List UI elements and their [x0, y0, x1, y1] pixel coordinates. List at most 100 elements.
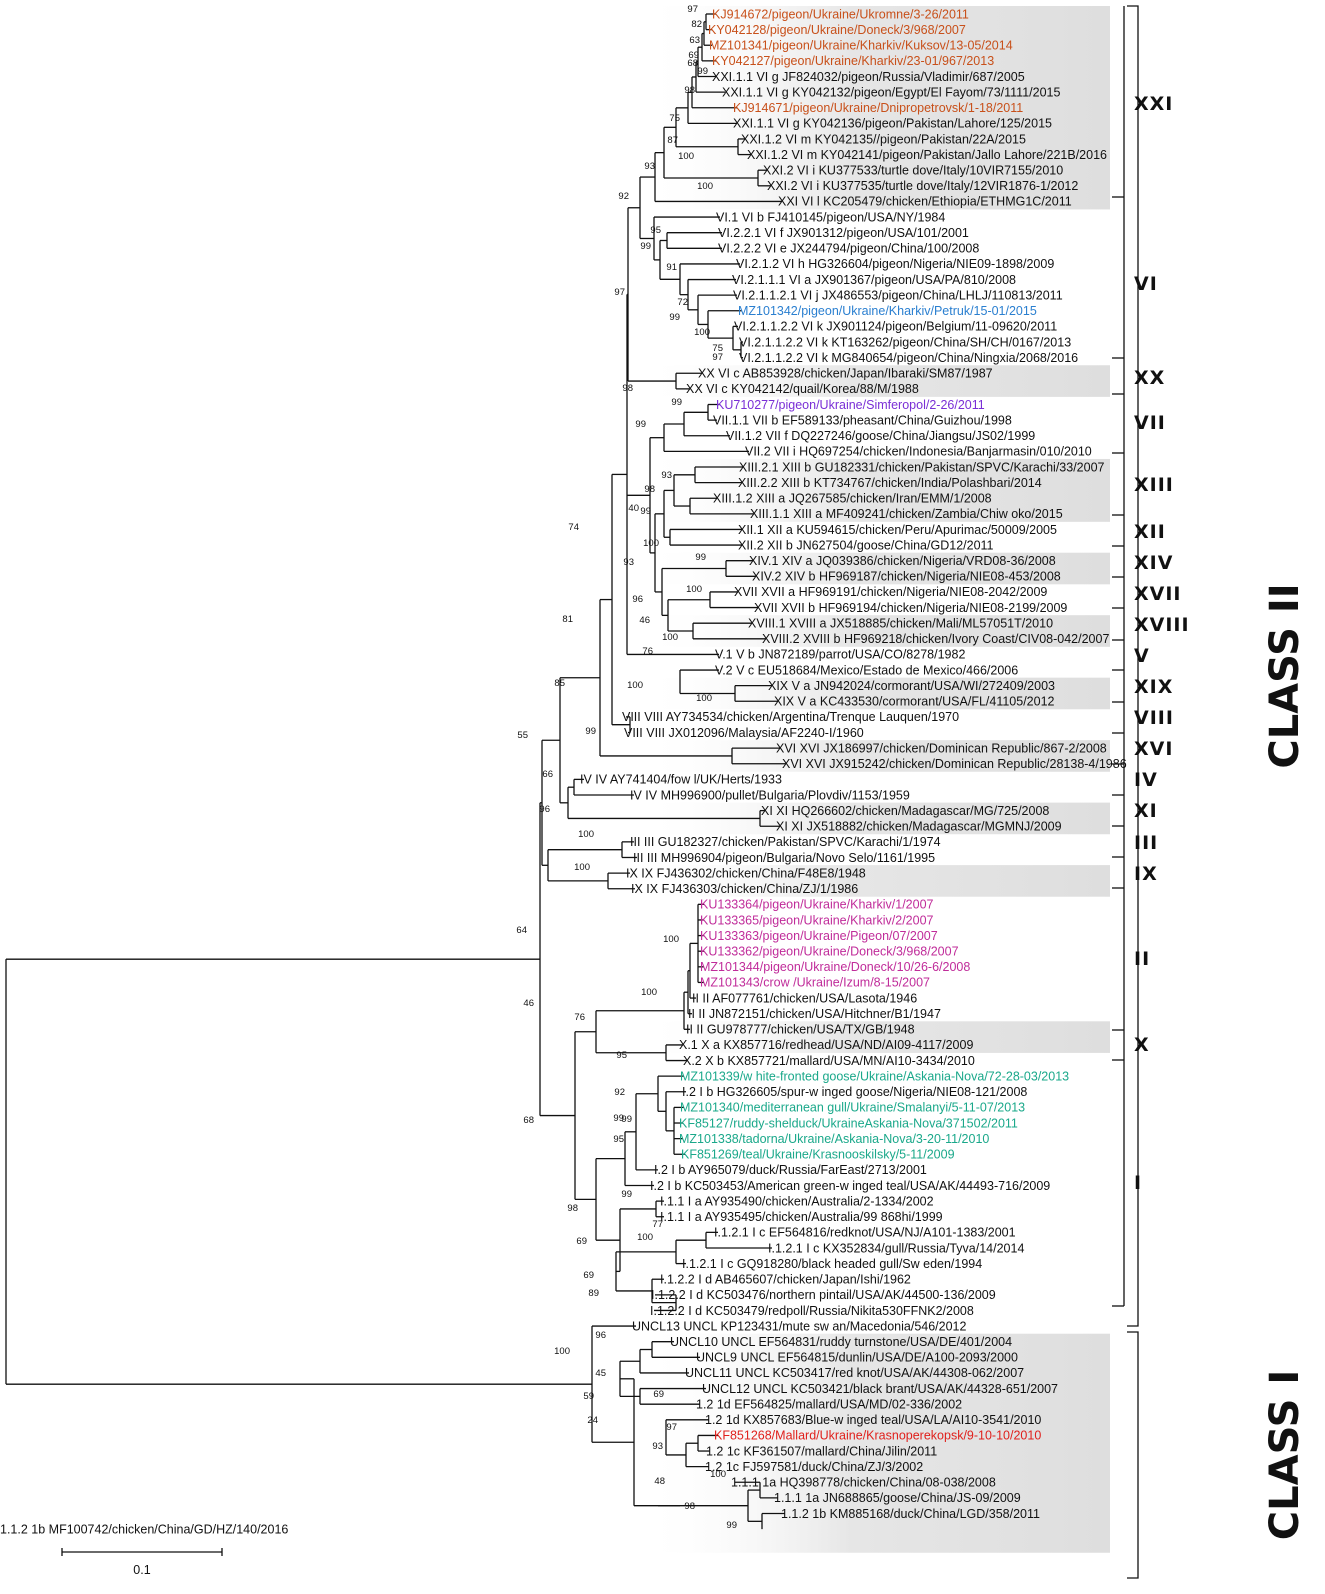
genotype-label: XIV — [1134, 552, 1173, 574]
genotype-label: IV — [1134, 769, 1158, 791]
bootstrap-label: 24 — [587, 1415, 598, 1426]
genotype-label: XIII — [1134, 474, 1174, 496]
leaf-label: XVII XVII b HF969194/chicken/Nigeria/NIE… — [754, 601, 1067, 615]
bootstrap-label: 45 — [595, 1368, 606, 1379]
leaf-label: XXI.1.1 VI g KY042136/pigeon/Pakistan/La… — [733, 117, 1052, 131]
bootstrap-label: 96 — [539, 804, 550, 815]
leaf-label: XIII.2.1 XIII b GU182331/chicken/Pakista… — [739, 460, 1105, 474]
leaf-label: I.1.1 I a AY935495/chicken/Australia/99 … — [660, 1210, 943, 1224]
genotype-label: XIX — [1134, 676, 1173, 698]
leaf-label: 1.1.2 1b MF100742/chicken/China/GD/HZ/14… — [0, 1522, 288, 1536]
leaf-label: I.1.2.1 I c KX352834/gull/Russia/Tyva/14… — [768, 1241, 1024, 1255]
leaf-label: VII.1.2 VII f DQ227246/goose/China/Jiang… — [726, 429, 1035, 443]
genotype-label: IX — [1134, 863, 1158, 885]
class-ii-label: CLASS II — [1262, 583, 1308, 768]
bootstrap-label: 85 — [554, 678, 565, 689]
class-ii-bracket — [1127, 5, 1139, 1327]
bootstrap-label: 100 — [641, 987, 657, 998]
leaf-label: VI.2.1.1.1 VI a JX901367/pigeon/USA/PA/8… — [732, 273, 1016, 287]
bootstrap-label: 99 — [621, 1114, 632, 1125]
genotype-label: II — [1134, 948, 1150, 970]
leaf-label: UNCL9 UNCL EF564815/dunlin/USA/DE/A100-2… — [696, 1351, 1018, 1365]
bootstrap-label: 91 — [666, 262, 677, 273]
leaf-label: MZ101344/pigeon/Ukraine/Doneck/10/26-6/2… — [700, 960, 970, 974]
leaf-label: XXI.2 VI i KU377535/turtle dove/Italy/12… — [767, 179, 1078, 193]
bootstrap-label: 100 — [578, 829, 594, 840]
leaf-label: XIII.2.2 XIII b KT734767/chicken/India/P… — [738, 476, 1042, 490]
leaf-label: XVIII.2 XVIII b HF969218/chicken/Ivory C… — [762, 632, 1109, 646]
leaf-label: KF851269/teal/Ukraine/Krasnooskilsky/5-1… — [681, 1148, 955, 1162]
bootstrap-label: 69 — [583, 1270, 594, 1281]
leaf-label: I.1.1 I a AY935490/chicken/Australia/2-1… — [660, 1194, 934, 1208]
leaf-label: KY042127/pigeon/Ukraine/Kharkiv/23-01/96… — [712, 54, 994, 68]
leaf-label: 1.2 1d EF564825/mallard/USA/MD/02-336/20… — [696, 1397, 962, 1411]
leaf-label: KU133365/pigeon/Ukraine/Kharkiv/2/2007 — [700, 913, 934, 927]
bootstrap-label: 99 — [640, 506, 651, 517]
bootstrap-label: 87 — [667, 135, 678, 146]
bootstrap-label: 97 — [712, 352, 723, 363]
leaf-label: VI.1 VI b FJ410145/pigeon/USA/NY/1984 — [716, 210, 945, 224]
leaf-label: XI XI JX518882/chicken/Madagascar/MGMNJ/… — [776, 820, 1062, 834]
genotype-shade — [640, 458, 1110, 522]
leaf-label: 1.2 1c KF361507/mallard/China/Jilin/2011 — [706, 1444, 937, 1458]
leaf-label: XII.2 XII b JN627504/goose/China/GD12/20… — [738, 538, 994, 552]
bootstrap-label: 99 — [671, 397, 682, 408]
bootstrap-label: 93 — [661, 470, 672, 481]
bootstrap-label: 93 — [623, 557, 634, 568]
bootstrap-label: 77 — [652, 1219, 663, 1230]
bootstrap-label: 99 — [695, 552, 706, 563]
bootstrap-label: 92 — [618, 191, 629, 202]
genotype-shade — [640, 615, 1110, 647]
bootstrap-label: 68 — [523, 1115, 534, 1126]
leaf-label: KJ914672/pigeon/Ukraine/Ukromne/3-26/201… — [712, 7, 969, 21]
leaf-label: KF851268/Mallard/Ukraine/Krasnoperekopsk… — [714, 1429, 1041, 1443]
genotype-label: VII — [1134, 412, 1166, 434]
bootstrap-label: 40 — [628, 503, 639, 514]
leaf-label: UNCL12 UNCL KC503421/black brant/USA/AK/… — [702, 1382, 1058, 1396]
leaf-label: XX VI c AB853928/chicken/Japan/Ibaraki/S… — [698, 367, 993, 381]
leaf-label: XXI.1.2 VI m KY042135//pigeon/Pakistan/2… — [741, 132, 1026, 146]
bootstrap-label: 100 — [627, 680, 643, 691]
leaf-label: XXI.1.1 VI g JF824032/pigeon/Russia/Vlad… — [712, 70, 1025, 84]
class-i-label: CLASS I — [1262, 1370, 1308, 1540]
bootstrap-label: 64 — [516, 925, 527, 936]
leaf-label: I.1.2.2 I d KC503476/northern pintail/US… — [651, 1288, 996, 1302]
genotype-label: XVIII — [1134, 614, 1190, 636]
bootstrap-label: 74 — [568, 522, 579, 533]
leaf-label: I.1.2.1 I c EF564816/redknot/USA/NJ/A101… — [714, 1226, 1016, 1240]
bootstrap-label: 59 — [583, 1391, 594, 1402]
leaf-label: XIII.1.2 XIII a JQ267585/chicken/Iran/EM… — [713, 492, 992, 506]
genotype-shade — [640, 1021, 1110, 1053]
leaf-label: II II JN872151/chicken/USA/Hitchner/B1/1… — [688, 1007, 941, 1021]
bootstrap-label: 100 — [686, 584, 702, 595]
scale-bar-label: 0.1 — [133, 1563, 150, 1577]
leaf-label: MZ101338/tadorna/Ukraine/Askania-Nova/3-… — [679, 1132, 989, 1146]
leaf-label: V.1 V b JN872189/parrot/USA/CO/8278/1982 — [715, 648, 965, 662]
genotype-label: VIII — [1134, 707, 1174, 729]
leaf-label: KU133362/pigeon/Ukraine/Doneck/3/968/200… — [700, 945, 959, 959]
bootstrap-label: 95 — [616, 1050, 627, 1061]
leaf-label: XXI VI l KC205479/chicken/Ethiopia/ETHMG… — [778, 195, 1072, 209]
leaf-label: VII.1.1 VII b EF589133/pheasant/China/Gu… — [713, 413, 1012, 427]
leaf-label: UNCL11 UNCL KC503417/red knot/USA/AK/443… — [685, 1366, 1024, 1380]
bootstrap-label: 99 — [621, 1189, 632, 1200]
class-brackets: CLASS II CLASS I — [1127, 5, 1308, 1579]
bootstrap-label: 99 — [726, 1520, 737, 1531]
leaf-label: XVI XVI JX915242/chicken/Dominican Repub… — [782, 757, 1127, 771]
leaf-label: VI.2.2.1 VI f JX901312/pigeon/USA/101/20… — [718, 226, 969, 240]
leaf-label: IV IV MH996900/pullet/Bulgaria/Plovdiv/1… — [630, 788, 910, 802]
leaf-label: 1.1.2 1b KM885168/duck/China/LGD/358/201… — [781, 1507, 1040, 1521]
leaf-label: XVI XVI JX186997/chicken/Dominican Repub… — [776, 741, 1107, 755]
leaf-label: XIII.1.1 XIII a MF409241/chicken/Zambia/… — [750, 507, 1063, 521]
leaf-label: MZ101343/crow /Ukraine/Izum/8-15/2007 — [700, 976, 930, 990]
bootstrap-label: 89 — [588, 1288, 599, 1299]
leaf-label: XIV.1 XIV a JQ039386/chicken/Nigeria/VRD… — [749, 554, 1056, 568]
leaf-label: XXI.1.2 VI m KY042141/pigeon/Pakistan/Ja… — [747, 148, 1107, 162]
leaf-label: KJ914671/pigeon/Ukraine/Dnipropetrovsk/1… — [733, 101, 1023, 115]
leaf-label: III III MH996904/pigeon/Bulgaria/Novo Se… — [633, 851, 935, 865]
bootstrap-label: 96 — [595, 1330, 606, 1341]
tree-branches — [5, 6, 1125, 1530]
leaf-label: II II AF077761/chicken/USA/Lasota/1946 — [692, 991, 917, 1005]
bootstrap-label: 98 — [684, 1501, 695, 1512]
